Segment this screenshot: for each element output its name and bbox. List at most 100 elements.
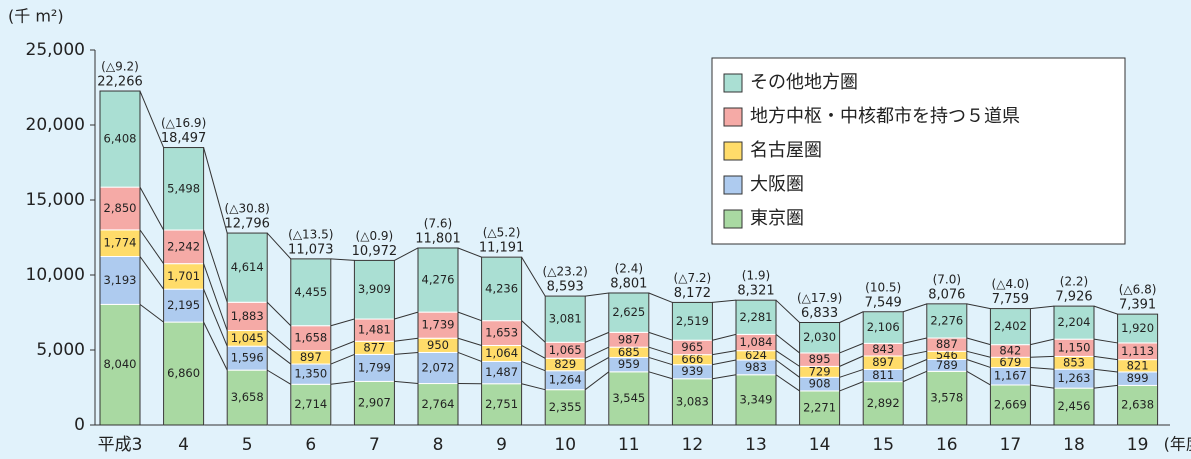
bar-segment <box>163 147 205 231</box>
connector <box>903 337 927 344</box>
segment-label: 1,167 <box>994 369 1027 383</box>
bar-segment <box>353 353 395 382</box>
change-label: (△9.2) <box>101 60 139 74</box>
segment-label: 3,658 <box>231 390 264 404</box>
segment-label: 2,456 <box>1058 399 1091 413</box>
legend-swatch <box>723 73 743 93</box>
change-label: (△6.8) <box>1119 283 1157 297</box>
segment-label: 624 <box>745 348 767 362</box>
segment-label: 3,081 <box>549 312 582 326</box>
segment-label: 1,350 <box>294 367 327 381</box>
connector <box>139 256 165 290</box>
connector <box>1030 366 1055 370</box>
bar-segment <box>163 288 205 323</box>
segment-label: 1,920 <box>1121 321 1154 335</box>
connector <box>712 350 737 356</box>
bar-outline <box>799 322 841 426</box>
y-tick-label: 10,000 <box>26 265 85 285</box>
bar-outline <box>862 311 904 426</box>
x-unit: (年度) <box>1164 435 1191 454</box>
total-label: 22,266 <box>97 75 143 90</box>
segment-label: 729 <box>809 364 831 378</box>
total-label: 8,076 <box>928 287 965 302</box>
bar-segment <box>544 295 586 343</box>
segment-label: 1,487 <box>485 365 518 379</box>
legend-swatch <box>723 175 743 195</box>
segment-label: 3,545 <box>612 391 645 405</box>
bar-outline <box>926 303 968 426</box>
segment-label: 908 <box>809 377 831 391</box>
bar-segment <box>417 311 459 339</box>
segment-label: 1,701 <box>167 269 200 283</box>
segment-label: 4,276 <box>422 273 455 287</box>
change-label: (△13.5) <box>288 227 333 241</box>
connector <box>1093 384 1118 389</box>
connector <box>139 90 165 148</box>
connector <box>839 381 864 392</box>
change-label: (△5.2) <box>483 226 521 240</box>
segment-label: 2,242 <box>167 239 200 253</box>
total-label: 7,549 <box>865 295 902 310</box>
bar-segment <box>417 383 459 426</box>
bar-outline <box>544 295 586 426</box>
segment-label: 4,614 <box>231 260 264 274</box>
change-label: (△23.2) <box>543 265 588 279</box>
segment-label: 666 <box>681 352 703 366</box>
connector <box>1030 338 1055 346</box>
segment-label: 843 <box>872 342 894 356</box>
connector <box>266 369 292 385</box>
connector <box>839 311 864 323</box>
connector <box>457 247 482 258</box>
connector <box>203 229 228 303</box>
legend-swatch <box>723 107 743 127</box>
segment-label: 2,271 <box>803 400 836 414</box>
segment-label: 3,193 <box>104 273 137 287</box>
change-label: (2.2) <box>1060 275 1088 289</box>
segment-label: 1,658 <box>294 331 327 345</box>
segment-label: 1,150 <box>1058 340 1091 354</box>
segment-label: 895 <box>809 352 831 366</box>
bar-segment <box>163 263 205 290</box>
segment-label: 4,236 <box>485 281 518 295</box>
bar-segment <box>290 325 332 352</box>
connector <box>712 374 737 380</box>
bar-segment <box>226 232 268 303</box>
x-tick-label: 6 <box>305 435 316 455</box>
connector <box>903 350 927 357</box>
total-label: 11,191 <box>479 241 525 256</box>
total-label: 8,801 <box>610 276 647 291</box>
segment-label: 1,774 <box>104 236 137 250</box>
bar-segment <box>926 370 968 426</box>
total-label: 6,833 <box>801 306 838 321</box>
connector <box>203 263 228 331</box>
connector <box>457 351 482 362</box>
y-unit: (千 m²) <box>8 7 64 26</box>
total-label: 10,972 <box>352 244 398 259</box>
connector <box>775 299 800 323</box>
change-label: (10.5) <box>865 280 901 294</box>
bar-segment <box>1053 305 1095 340</box>
connector <box>394 311 419 320</box>
segment-label: 821 <box>1127 358 1149 372</box>
x-tick-label: 14 <box>809 435 831 455</box>
y-tick-label: 20,000 <box>26 115 85 135</box>
bar-outline <box>671 301 713 426</box>
x-tick-label: 16 <box>936 435 958 455</box>
connector <box>775 359 800 378</box>
segment-label: 897 <box>872 355 894 369</box>
bar-outline <box>608 292 650 426</box>
segment-label: 842 <box>999 343 1021 357</box>
connector <box>1030 355 1055 358</box>
segment-label: 887 <box>936 337 958 351</box>
change-label: (1.9) <box>742 269 770 283</box>
connector <box>330 340 355 352</box>
segment-label: 6,408 <box>104 132 137 146</box>
total-label: 7,391 <box>1119 298 1156 313</box>
y-tick-label: 0 <box>74 415 85 435</box>
legend-label: 東京圏 <box>750 208 804 229</box>
connector <box>1093 305 1118 315</box>
connector <box>521 345 546 359</box>
legend-label: 大阪圏 <box>750 174 804 195</box>
connector <box>712 299 737 303</box>
